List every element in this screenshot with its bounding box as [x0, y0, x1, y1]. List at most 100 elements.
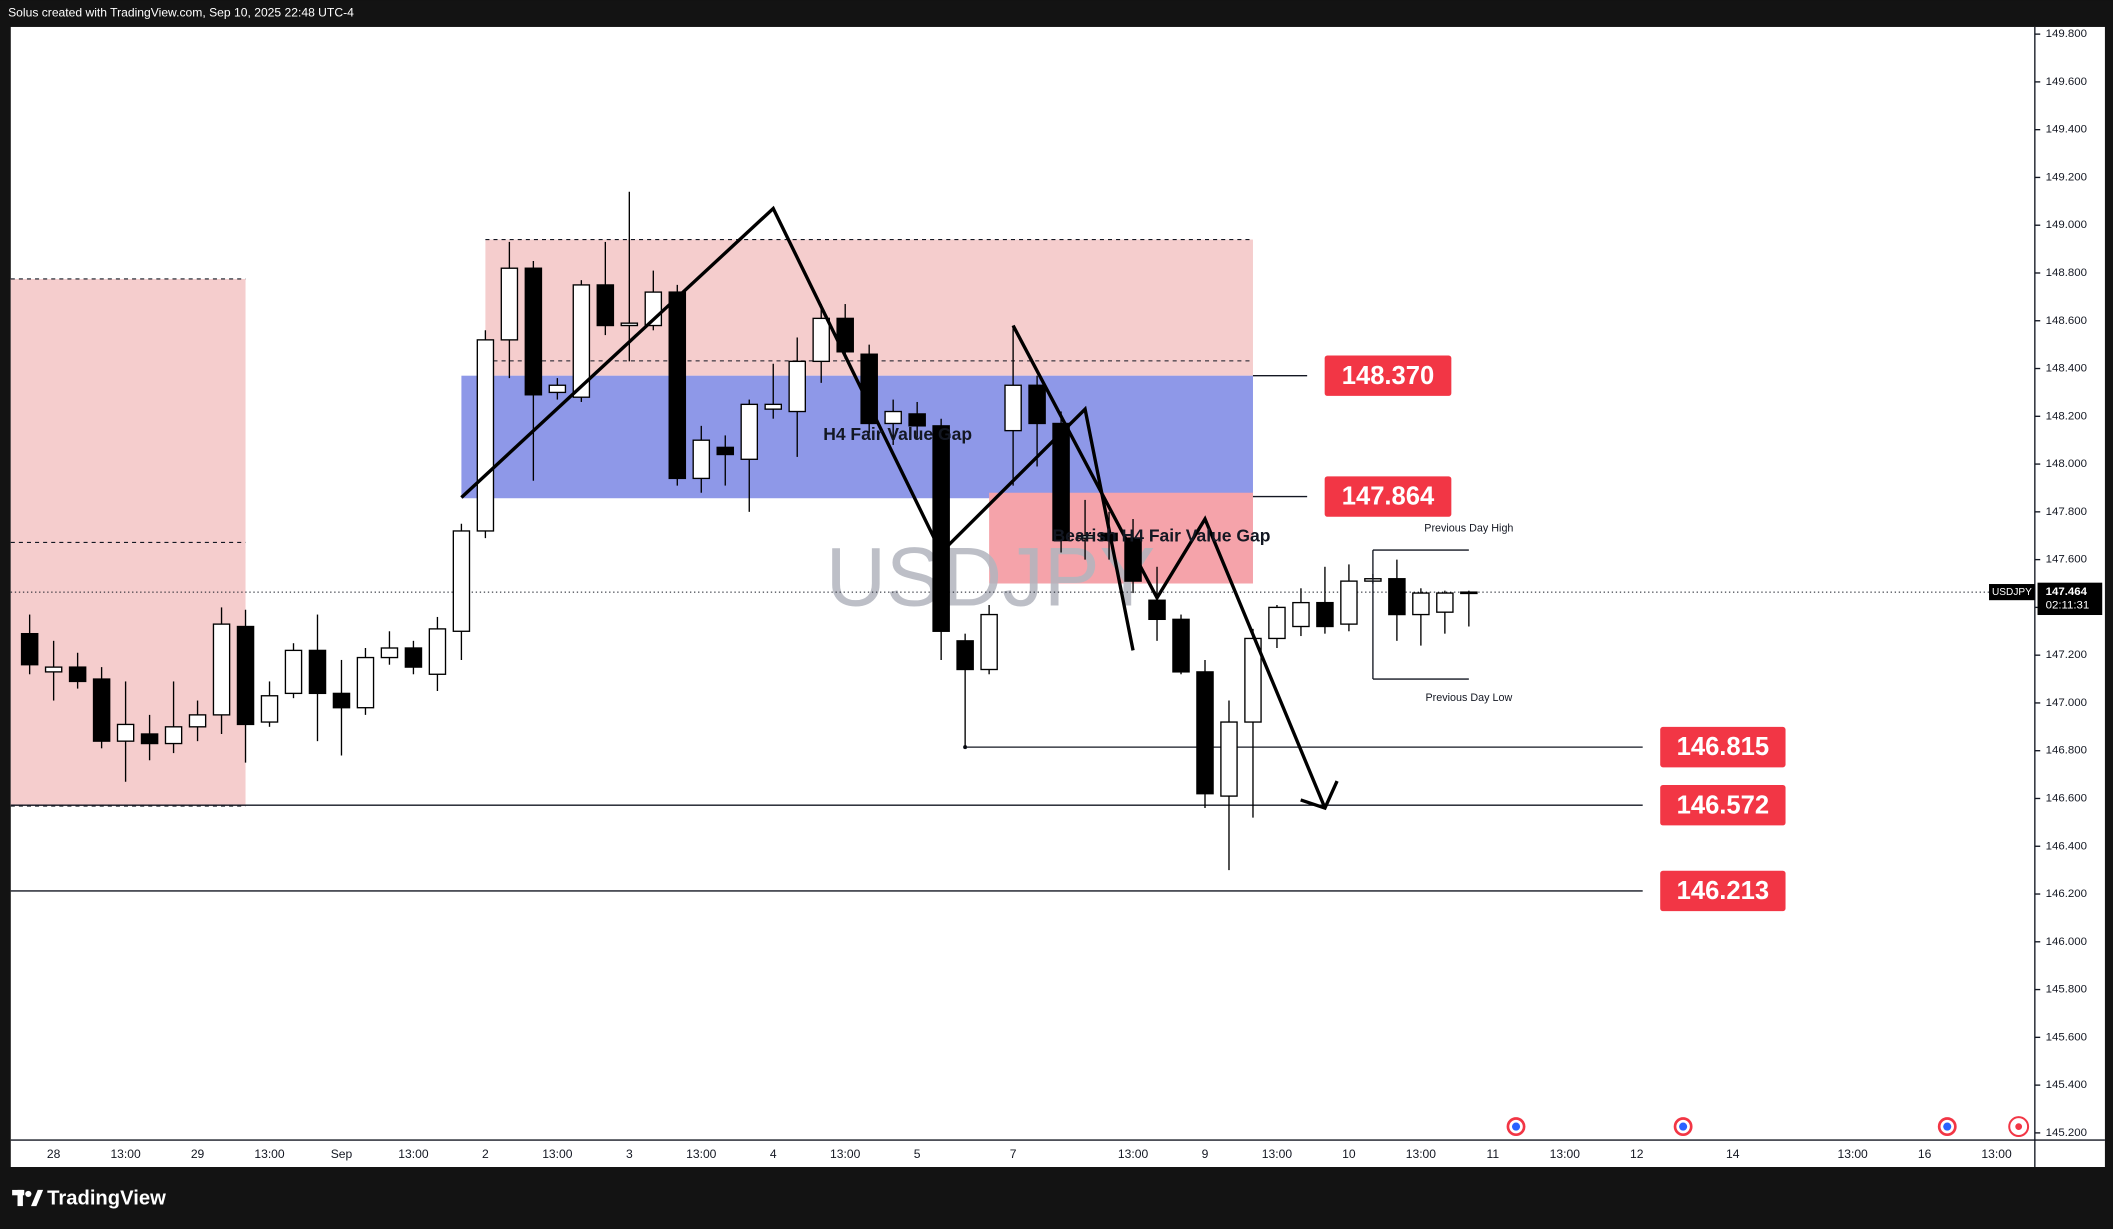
- candle-body: [260, 695, 279, 723]
- candle-body: [404, 647, 423, 668]
- candle-body: [716, 446, 735, 456]
- y-tick-label: 146.400: [2046, 840, 2087, 852]
- labels: H4 Fair Value Gap Bearish H4 Fair Value G…: [823, 355, 2103, 912]
- x-tick-label: 11: [1487, 1147, 1500, 1161]
- prev-low-label: Previous Day Low: [1425, 692, 1512, 704]
- x-tick-label: 5: [914, 1147, 921, 1161]
- footer-brand[interactable]: TradingView: [47, 1188, 166, 1210]
- x-tick-label: 13:00: [1550, 1147, 1581, 1161]
- candle-body: [1028, 384, 1046, 425]
- y-tick-label: 145.200: [2046, 1127, 2087, 1139]
- x-tick-label: 4: [770, 1147, 777, 1161]
- level-badge: [1324, 476, 1452, 517]
- candle-body: [764, 403, 782, 410]
- candle-body: [548, 384, 567, 394]
- x-tick-label: 16: [1918, 1147, 1932, 1161]
- candle-body: [668, 291, 687, 480]
- header-text: Solus created with TradingView.com, Sep …: [8, 6, 354, 20]
- x-tick-label: 13:00: [830, 1147, 861, 1161]
- candle-body: [812, 317, 830, 363]
- x-tick-label: 12: [1630, 1147, 1644, 1161]
- candle-body: [908, 413, 926, 427]
- y-tick-label: 148.800: [2046, 267, 2087, 279]
- x-tick-label: 7: [1010, 1147, 1017, 1161]
- candle-body: [68, 666, 87, 683]
- candles: [20, 191, 1478, 871]
- level-label: 147.864: [1342, 483, 1435, 511]
- x-tick-label: 13:00: [1406, 1147, 1437, 1161]
- candle-body: [164, 726, 183, 745]
- candle-body: [380, 647, 399, 659]
- x-tick-label: 13:00: [398, 1147, 429, 1161]
- event-icons: [1506, 1116, 2030, 1138]
- level-label: 148.370: [1342, 362, 1435, 390]
- y-tick-label: 146.800: [2046, 745, 2087, 757]
- x-tick-label: 28: [47, 1147, 61, 1161]
- candle-body: [1196, 671, 1214, 795]
- candle-body: [1052, 422, 1070, 542]
- event-icon-dot: [1679, 1122, 1688, 1131]
- event-icon-dot: [1943, 1122, 1952, 1131]
- candle-body: [740, 403, 759, 460]
- candle-body: [956, 640, 974, 671]
- x-tick-label: 2: [482, 1147, 489, 1161]
- candle-body: [308, 649, 327, 695]
- logo-part: [25, 1190, 32, 1198]
- candle-body: [1388, 578, 1406, 616]
- footer-logo: TradingView: [12, 1188, 166, 1210]
- symbol-tag: [1989, 584, 2035, 601]
- candle-body: [1340, 580, 1358, 625]
- candle-body: [92, 678, 111, 742]
- candle-body: [980, 613, 998, 671]
- levels: [10, 375, 2035, 892]
- chart-area: [10, 26, 2105, 1168]
- y-tick-label: 149.600: [2046, 76, 2087, 88]
- drawings: [460, 205, 1469, 811]
- candle-body: [884, 410, 902, 425]
- y-tick-label: 148.000: [2046, 458, 2087, 470]
- candle-body: [596, 284, 615, 327]
- candle-body: [1124, 537, 1142, 582]
- candle-body: [116, 723, 135, 742]
- watermark: USDJPY: [826, 530, 1156, 624]
- level-badge: [1660, 784, 1786, 826]
- y-tick-label: 148.600: [2046, 315, 2087, 327]
- candle-body: [284, 649, 303, 695]
- candle-body: [1220, 721, 1238, 797]
- zone: [461, 375, 1253, 499]
- x-tick-label: 13:00: [110, 1147, 141, 1161]
- x-tick-label: 13:00: [542, 1147, 573, 1161]
- candle-body: [1004, 384, 1022, 432]
- x-tick-label: 13:00: [1118, 1147, 1149, 1161]
- candle-body: [236, 625, 255, 726]
- logo-part: [30, 1189, 44, 1207]
- x-tick-label: 10: [1342, 1147, 1356, 1161]
- x-tick-label: 13:00: [254, 1147, 285, 1161]
- y-tick-label: 145.400: [2046, 1079, 2087, 1091]
- y-tick-label: 148.200: [2046, 410, 2087, 422]
- candle-body: [1292, 601, 1310, 628]
- y-tick-label: 146.000: [2046, 936, 2087, 948]
- x-tick-label: Sep: [331, 1147, 353, 1161]
- prev-high-label: Previous Day High: [1424, 522, 1513, 534]
- candle-body: [1148, 599, 1166, 621]
- x-tick-label: 9: [1202, 1147, 1209, 1161]
- candle-body: [788, 360, 806, 413]
- y-tick-label: 147.000: [2046, 697, 2087, 709]
- y-tick-label: 148.400: [2046, 363, 2087, 375]
- zone-label: H4 Fair Value Gap: [823, 424, 972, 444]
- zone: [989, 492, 1253, 584]
- y-tick-label: 147.200: [2046, 649, 2087, 661]
- candle-body: [332, 692, 351, 709]
- zones: [10, 239, 1253, 807]
- candle-body: [1436, 592, 1454, 613]
- y-tick-label: 146.200: [2046, 888, 2087, 900]
- candle-body: [452, 530, 471, 632]
- x-tick-label: 13:00: [1262, 1147, 1293, 1161]
- y-tick-label: 147.600: [2046, 554, 2087, 566]
- candle-body: [692, 439, 711, 480]
- y-tick-label: 149.000: [2046, 219, 2087, 231]
- level-badge: [1660, 870, 1786, 912]
